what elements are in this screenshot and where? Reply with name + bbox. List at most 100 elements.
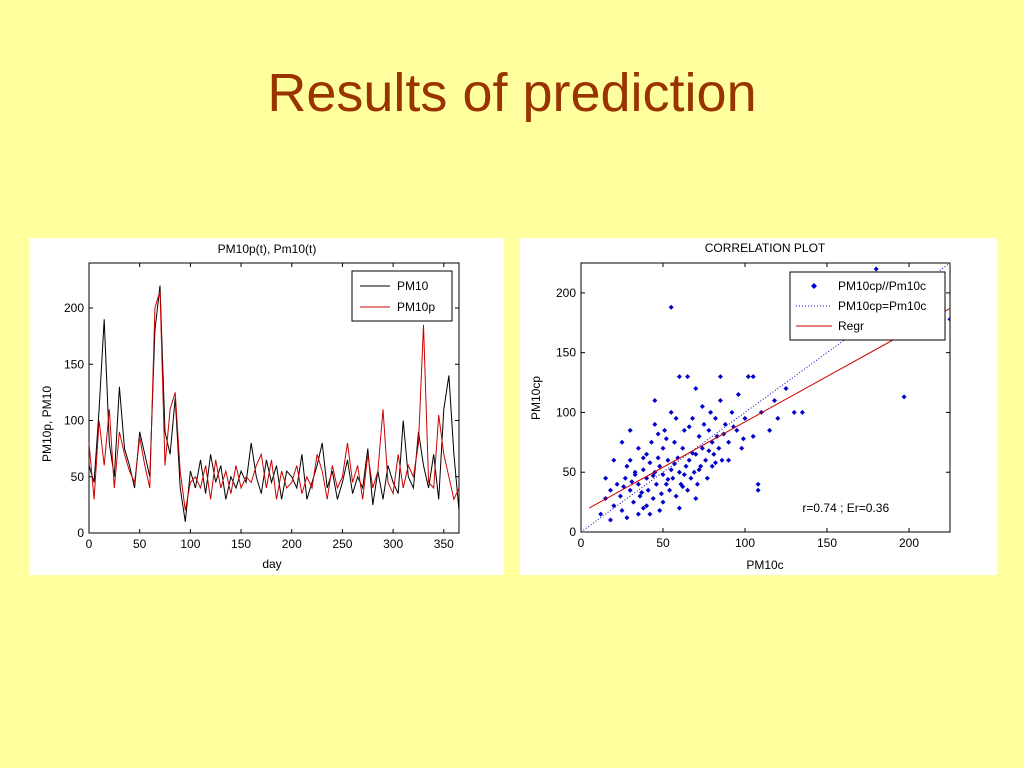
timeseries-chart-panel: PM10p(t), Pm10(t) day PM10p, PM10 0 50 100… [29, 238, 504, 575]
scatter-point [755, 487, 761, 493]
scatter-point [655, 431, 661, 437]
scatter-point [947, 316, 950, 322]
ideal-line [581, 263, 950, 532]
scatter-point [693, 496, 699, 501]
scatter-point [713, 415, 718, 421]
scatter-point [660, 472, 666, 478]
scatter-point [635, 445, 641, 451]
scatter-point [645, 487, 651, 493]
scatter-point [676, 374, 682, 380]
scatter-point [686, 457, 692, 463]
series-line-pm10p [88, 290, 460, 511]
scatter-point [696, 433, 702, 439]
timeseries-chart: PM10p(t), Pm10(t) day PM10p, PM10 0 50 100… [40, 242, 460, 571]
y-tick-label: 150 [556, 346, 576, 360]
scatter-point [652, 398, 658, 403]
y-tick-label: 200 [64, 301, 84, 315]
scatter-point [706, 448, 712, 454]
scatter-point [662, 427, 668, 433]
scatter-point [729, 409, 735, 415]
y-tick-label: 50 [71, 470, 85, 484]
scatter-point [655, 455, 661, 461]
scatter-point [726, 439, 732, 445]
x-tick-label: 100 [180, 537, 200, 551]
scatter-point [650, 473, 656, 479]
x-tick-label: 50 [133, 537, 147, 551]
scatter-point [750, 433, 756, 439]
x-tick-label: 0 [578, 536, 585, 550]
y-tick-label: 200 [556, 286, 576, 300]
scatter-point [650, 496, 656, 501]
scatter-point [622, 475, 628, 481]
scatter-point [619, 508, 625, 513]
scatter-point [698, 463, 704, 469]
scatter-point [694, 481, 700, 487]
legend-label: PM10cp=Pm10c [838, 299, 926, 313]
scatter-point [735, 392, 741, 397]
y-tick-label: 0 [77, 526, 84, 540]
scatter-point [663, 481, 669, 487]
scatter-point [699, 404, 705, 409]
scatter-point [627, 487, 633, 493]
scatter-point [775, 415, 781, 421]
scatter-point [706, 427, 712, 433]
scatter-point [668, 304, 674, 310]
regression-line [588, 307, 950, 509]
scatter-point [901, 394, 907, 400]
scatter-point [665, 457, 671, 463]
scatter-point [783, 386, 789, 391]
scatter-point [696, 467, 702, 473]
scatter-point [703, 457, 709, 463]
scatter-point [657, 508, 663, 513]
scatter-point [663, 436, 669, 442]
legend-label: PM10p [397, 300, 435, 314]
scatter-point [635, 481, 641, 487]
scatter-point [672, 461, 677, 467]
scatter-point [617, 493, 623, 499]
scatter-point [668, 467, 674, 473]
scatter-point [627, 427, 633, 433]
scatter-point [791, 409, 797, 415]
scatter-point [755, 481, 761, 487]
scatter-point [619, 439, 625, 445]
scatter-point [647, 460, 653, 466]
y-tick-label: 0 [569, 525, 576, 539]
scatter-point [688, 475, 694, 481]
scatter-point [624, 515, 630, 521]
y-axis-label: PM10cp [529, 376, 543, 420]
legend-swatch [811, 283, 817, 289]
scatter-point [640, 455, 646, 461]
x-tick-label: 0 [86, 537, 93, 551]
plot-content [581, 263, 950, 532]
scatter-point [686, 424, 692, 430]
y-tick-label: 50 [563, 465, 577, 479]
x-tick-label: 50 [656, 536, 670, 550]
scatter-point [739, 445, 745, 451]
x-tick-label: 150 [231, 537, 251, 551]
correlation-chart-panel: CORRELATION PLOT PM10c PM10cp 0 50 100 150 2… [520, 238, 997, 575]
scatter-point [742, 415, 748, 421]
scatter-point [714, 433, 720, 439]
correlation-chart: CORRELATION PLOT PM10c PM10cp 0 50 100 150 2… [529, 241, 951, 572]
scatter-point [637, 493, 643, 499]
scatter-point [627, 457, 633, 463]
scatter-point [657, 463, 663, 469]
scatter-point [660, 445, 666, 451]
scatter-point [667, 487, 673, 493]
scatter-point [722, 421, 728, 427]
scatter-point [745, 374, 751, 380]
scatter-point [608, 487, 613, 493]
scatter-point [799, 409, 805, 415]
scatter-point [631, 499, 636, 505]
x-tick-label: 200 [282, 537, 302, 551]
scatter-point [670, 475, 676, 481]
scatter-point [608, 517, 613, 523]
scatter-point [690, 415, 695, 421]
x-tick-label: 200 [899, 536, 919, 550]
scatter-point [701, 421, 707, 427]
scatter-point [693, 386, 699, 391]
legend-label: PM10 [397, 279, 429, 293]
scatter-point [678, 481, 684, 487]
scatter-point [719, 457, 725, 463]
scatter-point [629, 479, 635, 485]
